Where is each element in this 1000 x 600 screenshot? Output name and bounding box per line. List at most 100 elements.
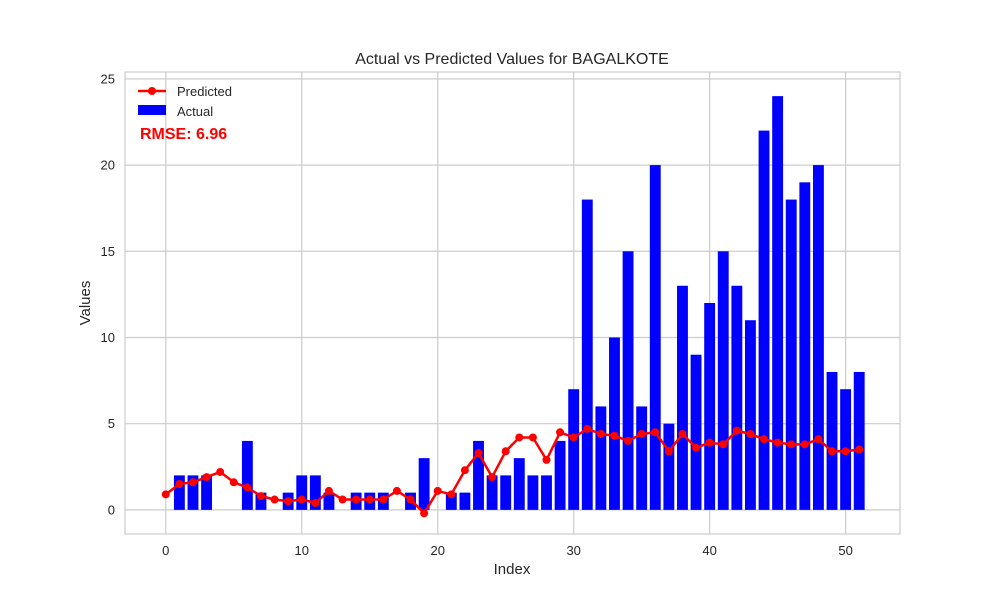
actual-bars xyxy=(173,96,865,510)
predicted-point xyxy=(284,497,293,506)
predicted-point xyxy=(760,435,769,444)
predicted-point xyxy=(243,483,252,492)
x-axis-title: Index xyxy=(494,561,531,578)
y-tick-label: 15 xyxy=(101,244,115,259)
legend: Predicted Actual xyxy=(138,84,232,119)
actual-bar xyxy=(527,475,539,510)
predicted-point xyxy=(202,473,211,482)
predicted-point xyxy=(379,495,388,504)
y-ticks: 0 5 10 15 20 25 xyxy=(101,71,115,517)
predicted-point xyxy=(732,426,741,435)
predicted-point xyxy=(814,435,823,444)
actual-bar xyxy=(255,492,267,510)
predicted-point xyxy=(338,495,347,504)
predicted-point xyxy=(610,431,619,440)
x-tick-label: 20 xyxy=(430,543,444,558)
predicted-point xyxy=(841,447,850,456)
predicted-series-line xyxy=(165,427,860,515)
y-tick-label: 25 xyxy=(101,71,115,86)
actual-bar xyxy=(826,371,838,510)
actual-bar xyxy=(609,337,620,510)
predicted-point xyxy=(800,440,809,449)
actual-bar xyxy=(473,440,484,510)
legend-predicted-label: Predicted xyxy=(177,84,232,99)
predicted-point xyxy=(392,486,401,495)
actual-bar xyxy=(677,285,688,510)
actual-bar xyxy=(541,475,552,510)
predicted-point xyxy=(365,495,374,504)
predicted-point xyxy=(256,492,265,501)
predicted-point xyxy=(746,430,755,439)
actual-bar xyxy=(296,475,308,510)
actual-bar xyxy=(772,96,784,510)
predicted-point xyxy=(678,430,687,439)
actual-bar xyxy=(622,251,634,510)
predicted-point xyxy=(474,448,483,457)
predicted-point xyxy=(569,433,578,442)
predicted-point xyxy=(705,438,714,447)
predicted-point xyxy=(773,438,782,447)
x-ticks: 0 10 20 30 40 50 xyxy=(162,543,853,558)
predicted-point xyxy=(161,490,170,499)
legend-predicted-marker-swatch xyxy=(148,87,156,95)
predicted-point xyxy=(556,428,565,437)
actual-bar xyxy=(459,492,471,510)
predicted-point xyxy=(216,467,225,476)
predicted-point xyxy=(270,495,279,504)
predicted-point xyxy=(460,466,469,475)
plot-area xyxy=(124,71,901,535)
predicted-point xyxy=(651,428,660,437)
x-tick-label: 0 xyxy=(162,543,169,558)
actual-bar xyxy=(758,130,770,510)
actual-bar xyxy=(500,475,512,510)
x-tick-label: 40 xyxy=(702,543,716,558)
actual-bar xyxy=(785,199,797,510)
x-tick-label: 10 xyxy=(295,543,309,558)
actual-bar xyxy=(581,199,593,510)
actual-bar xyxy=(649,165,661,510)
y-tick-label: 0 xyxy=(108,502,115,517)
actual-bar xyxy=(704,303,716,510)
actual-bar xyxy=(486,475,498,510)
actual-bar xyxy=(241,440,253,510)
actual-bar xyxy=(799,182,811,510)
actual-bar xyxy=(812,165,824,510)
predicted-point xyxy=(787,440,796,449)
predicted-point xyxy=(433,486,442,495)
predicted-point xyxy=(175,480,184,489)
y-tick-label: 5 xyxy=(108,416,115,431)
predicted-point xyxy=(664,447,673,456)
actual-bar xyxy=(717,251,729,510)
chart-title: Actual vs Predicted Values for BAGALKOTE xyxy=(355,51,669,68)
predicted-point xyxy=(447,490,456,499)
actual-bar xyxy=(418,458,430,510)
actual-bar xyxy=(554,440,566,510)
actual-bar xyxy=(853,371,865,510)
predicted-point xyxy=(855,445,864,454)
predicted-point xyxy=(828,447,837,456)
predicted-point xyxy=(324,486,333,495)
predicted-point xyxy=(406,495,415,504)
actual-bar xyxy=(636,406,648,510)
actual-bar xyxy=(173,475,185,510)
predicted-point xyxy=(542,455,551,464)
x-tick-label: 50 xyxy=(838,543,852,558)
predicted-point xyxy=(501,447,510,456)
actual-bar xyxy=(745,320,756,510)
legend-actual-label: Actual xyxy=(177,104,213,119)
rmse-annotation: RMSE: 6.96 xyxy=(140,126,227,143)
y-tick-label: 20 xyxy=(101,158,115,173)
predicted-point xyxy=(229,478,238,487)
predicted-point xyxy=(692,443,701,452)
predicted-point xyxy=(637,430,646,439)
predicted-line xyxy=(161,424,864,518)
predicted-point xyxy=(488,473,497,482)
actual-bar xyxy=(513,458,525,510)
actual-bar xyxy=(201,475,213,510)
predicted-point xyxy=(624,436,633,445)
predicted-point xyxy=(528,433,537,442)
predicted-point xyxy=(297,495,306,504)
predicted-point xyxy=(719,440,728,449)
predicted-point xyxy=(515,433,524,442)
